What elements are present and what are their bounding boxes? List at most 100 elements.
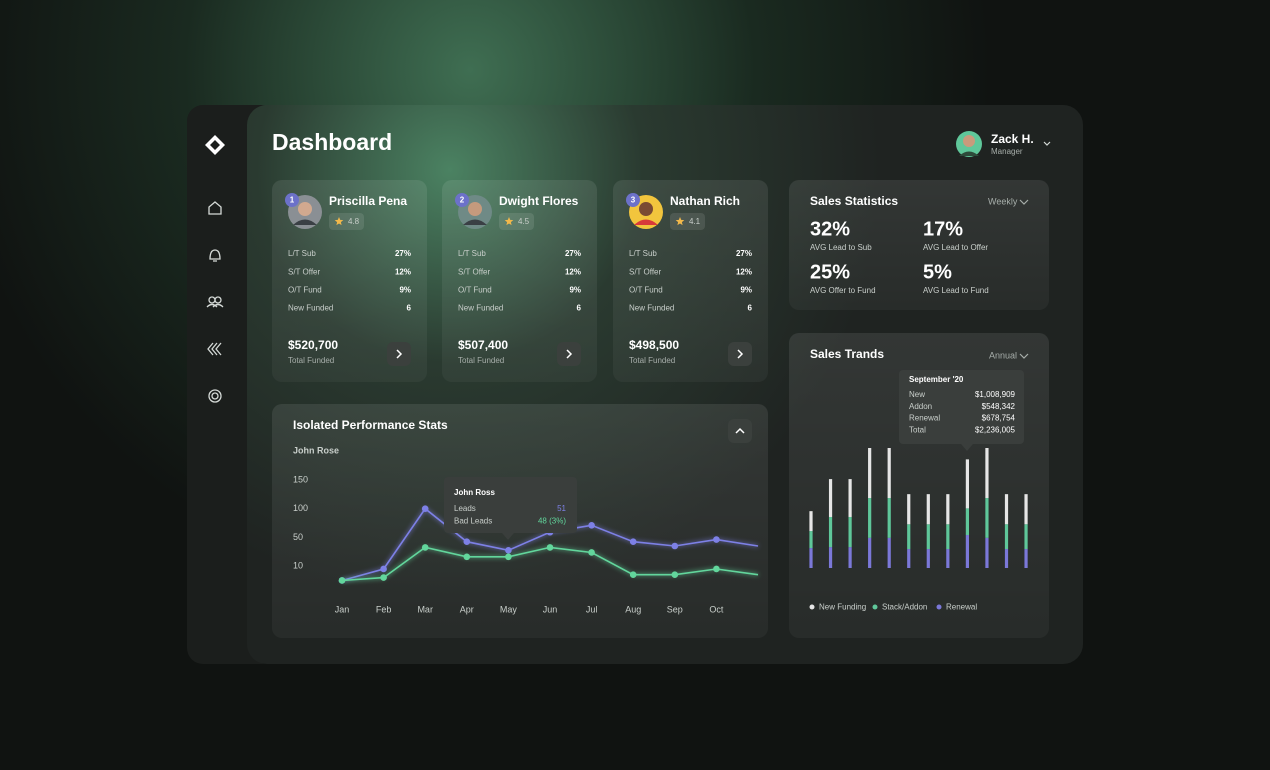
chart-title: Sales Trands xyxy=(810,347,884,361)
agent-card: 1 Priscilla Pena 4.8 L/T Sub 27% S/T Offer 12%… xyxy=(272,180,427,382)
data-point xyxy=(505,553,512,561)
bar-segment xyxy=(848,516,852,548)
x-tick-label: Aug xyxy=(625,604,641,614)
stat-value: 12% xyxy=(565,267,581,276)
stat-label: AVG Lead to Fund xyxy=(923,286,989,295)
data-point xyxy=(588,549,595,556)
bar-segment xyxy=(887,448,891,499)
collapse-button[interactable] xyxy=(728,419,752,443)
data-point xyxy=(546,544,554,551)
tooltip-label: Bad Leads xyxy=(454,517,492,526)
y-tick-label: 50 xyxy=(293,532,303,542)
user-role: Manager xyxy=(991,147,1023,156)
bar-segment xyxy=(1004,524,1009,550)
total-funded-value: $520,700 xyxy=(288,338,338,352)
tooltip-pointer xyxy=(961,444,973,451)
rank-badge xyxy=(285,193,299,207)
logo[interactable] xyxy=(205,135,225,155)
data-point xyxy=(380,574,387,581)
data-point xyxy=(505,547,512,554)
tooltip-value: 48 (3%) xyxy=(538,517,566,526)
stat-value: 12% xyxy=(736,267,752,276)
total-funded-value: $498,500 xyxy=(629,338,679,352)
tooltip-label: Addon xyxy=(909,402,932,411)
bar-segment xyxy=(946,549,950,568)
bar-segment xyxy=(926,524,930,550)
bar-segment xyxy=(926,494,930,525)
tooltip-value: 51 xyxy=(557,504,566,513)
card-background xyxy=(789,180,1049,310)
data-point xyxy=(338,577,346,584)
bar-segment xyxy=(946,494,950,525)
chart-title: Isolated Performance Stats xyxy=(293,418,448,432)
data-point xyxy=(713,536,720,543)
bar-segment xyxy=(887,537,891,568)
total-funded-label: Total Funded xyxy=(458,356,504,365)
stat-value: 6 xyxy=(748,304,753,313)
button-background xyxy=(728,342,752,366)
stat-value: 27% xyxy=(736,249,752,258)
agent-avatar-body xyxy=(634,219,658,225)
x-tick-label: Jul xyxy=(586,604,598,614)
button-background xyxy=(557,342,581,366)
stat-label: S/T Offer xyxy=(288,267,320,276)
deals-icon[interactable] xyxy=(207,342,222,356)
chevron-down xyxy=(1019,353,1029,359)
tooltip-background xyxy=(444,477,577,533)
bar-segment xyxy=(985,498,989,538)
user-menu[interactable]: Zack H. Manager xyxy=(956,131,1051,157)
bar-segment xyxy=(926,549,930,568)
stat-value: 27% xyxy=(395,249,411,258)
bar-segment xyxy=(848,479,852,517)
stat-value: 12% xyxy=(395,267,411,276)
chevron-down xyxy=(1043,141,1051,146)
legend-label: Renewal xyxy=(946,603,977,612)
stat-label: AVG Offer to Fund xyxy=(810,286,876,295)
details-button[interactable] xyxy=(728,342,752,366)
tooltip-value: $1,008,909 xyxy=(975,390,1016,399)
agent-avatar-face xyxy=(639,202,653,216)
data-point xyxy=(629,538,637,546)
bar-segment xyxy=(1024,549,1028,568)
stat-value: 6 xyxy=(577,304,582,313)
y-tick-label: 100 xyxy=(293,503,308,513)
page-title: Dashboard xyxy=(272,129,392,155)
bar-segment xyxy=(946,524,950,550)
sidebar-icons xyxy=(205,135,225,403)
card-background xyxy=(613,180,768,382)
bell-icon[interactable] xyxy=(209,249,221,262)
period-dropdown[interactable]: Annual xyxy=(989,350,1029,360)
data-point xyxy=(463,538,471,546)
stat-value: 5% xyxy=(923,261,952,283)
stat-value: 25% xyxy=(810,261,850,283)
bar-segment xyxy=(828,479,833,517)
agent-name: Priscilla Pena xyxy=(329,194,407,208)
rank-number: 1 xyxy=(290,196,295,205)
chevron-right xyxy=(396,349,403,359)
data-point xyxy=(380,565,387,573)
bar-segment xyxy=(965,535,969,568)
data-point xyxy=(463,553,471,561)
bar-segment xyxy=(1004,494,1009,525)
x-tick-label: Jan xyxy=(335,604,350,614)
stat-label: L/T Sub xyxy=(458,249,486,258)
tooltip-value: $2,236,005 xyxy=(975,426,1016,435)
details-button[interactable] xyxy=(387,342,411,366)
rank-badge xyxy=(626,193,640,207)
legend-label: New Funding xyxy=(819,603,866,612)
tooltip-label: Total xyxy=(909,426,926,435)
period-dropdown[interactable]: Weekly xyxy=(988,196,1029,206)
tooltip-label: New xyxy=(909,390,925,399)
legend-label: Stack/Addon xyxy=(882,603,927,612)
stat-label: S/T Offer xyxy=(629,267,661,276)
stat-label: O/T Fund xyxy=(629,286,663,295)
y-tick-label: 10 xyxy=(293,560,303,570)
details-button[interactable] xyxy=(557,342,581,366)
tooltip-value: $678,754 xyxy=(982,414,1016,423)
tooltip-label: Renewal xyxy=(909,414,940,423)
stat-value: 32% xyxy=(810,218,850,240)
settings-icon[interactable] xyxy=(208,389,222,403)
users-icon[interactable] xyxy=(206,296,224,308)
home-icon[interactable] xyxy=(208,201,222,215)
